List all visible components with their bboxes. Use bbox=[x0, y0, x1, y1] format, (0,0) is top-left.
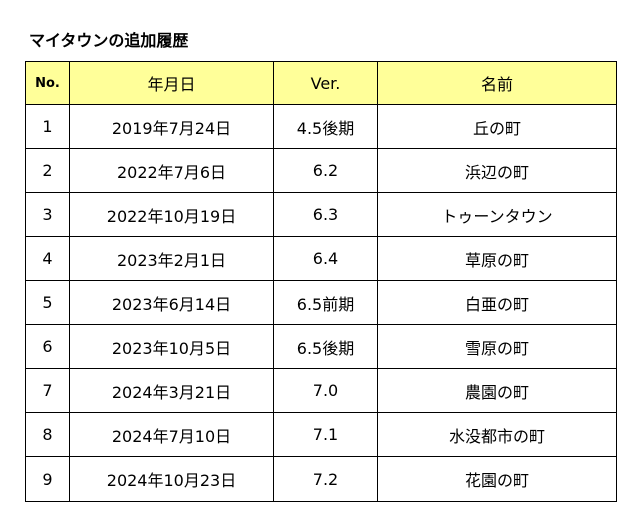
cell-name: 水没都市の町 bbox=[377, 412, 617, 457]
cell-no: 6 bbox=[25, 324, 70, 369]
column-header-version: Ver. bbox=[273, 61, 378, 105]
cell-no: 8 bbox=[25, 412, 70, 457]
cell-version: 6.5前期 bbox=[273, 280, 378, 325]
column-header-no: No. bbox=[25, 61, 70, 105]
table-row: 8 2024年7月10日 7.1 水没都市の町 bbox=[25, 412, 617, 457]
cell-version: 6.3 bbox=[273, 192, 378, 237]
table-row: 1 2019年7月24日 4.5後期 丘の町 bbox=[25, 104, 617, 149]
cell-no: 1 bbox=[25, 104, 70, 149]
cell-date: 2022年7月6日 bbox=[69, 148, 274, 193]
cell-no: 5 bbox=[25, 280, 70, 325]
table-row: 6 2023年10月5日 6.5後期 雪原の町 bbox=[25, 324, 617, 369]
cell-date: 2022年10月19日 bbox=[69, 192, 274, 237]
column-header-date: 年月日 bbox=[69, 61, 274, 105]
cell-no: 9 bbox=[25, 456, 70, 502]
cell-date: 2024年3月21日 bbox=[69, 368, 274, 413]
cell-version: 7.0 bbox=[273, 368, 378, 413]
table-row: 7 2024年3月21日 7.0 農園の町 bbox=[25, 368, 617, 413]
cell-name: 農園の町 bbox=[377, 368, 617, 413]
cell-no: 3 bbox=[25, 192, 70, 237]
cell-version: 7.1 bbox=[273, 412, 378, 457]
table-header: No. 年月日 Ver. 名前 bbox=[25, 61, 617, 105]
cell-date: 2023年2月1日 bbox=[69, 236, 274, 281]
cell-date: 2024年7月10日 bbox=[69, 412, 274, 457]
cell-version: 4.5後期 bbox=[273, 104, 378, 149]
cell-version: 6.4 bbox=[273, 236, 378, 281]
cell-name: トゥーンタウン bbox=[377, 192, 617, 237]
cell-no: 2 bbox=[25, 148, 70, 193]
cell-date: 2024年10月23日 bbox=[69, 456, 274, 502]
cell-name: 草原の町 bbox=[377, 236, 617, 281]
cell-version: 6.2 bbox=[273, 148, 378, 193]
cell-name: 丘の町 bbox=[377, 104, 617, 149]
table-body: 1 2019年7月24日 4.5後期 丘の町 2 2022年7月6日 6.2 浜… bbox=[25, 104, 617, 502]
table-row: 4 2023年2月1日 6.4 草原の町 bbox=[25, 236, 617, 281]
cell-date: 2023年10月5日 bbox=[69, 324, 274, 369]
cell-name: 花園の町 bbox=[377, 456, 617, 502]
cell-name: 白亜の町 bbox=[377, 280, 617, 325]
cell-version: 7.2 bbox=[273, 456, 378, 502]
cell-date: 2023年6月14日 bbox=[69, 280, 274, 325]
cell-name: 浜辺の町 bbox=[377, 148, 617, 193]
town-history-table: No. 年月日 Ver. 名前 1 2019年7月24日 4.5後期 丘の町 2… bbox=[25, 61, 617, 502]
column-header-name: 名前 bbox=[377, 61, 617, 105]
table-row: 5 2023年6月14日 6.5前期 白亜の町 bbox=[25, 280, 617, 325]
cell-no: 4 bbox=[25, 236, 70, 281]
table-row: 9 2024年10月23日 7.2 花園の町 bbox=[25, 456, 617, 502]
cell-date: 2019年7月24日 bbox=[69, 104, 274, 149]
cell-no: 7 bbox=[25, 368, 70, 413]
table-row: 3 2022年10月19日 6.3 トゥーンタウン bbox=[25, 192, 617, 237]
cell-version: 6.5後期 bbox=[273, 324, 378, 369]
page-title: マイタウンの追加履歴 bbox=[29, 31, 189, 50]
header-row: No. 年月日 Ver. 名前 bbox=[25, 61, 617, 105]
table-row: 2 2022年7月6日 6.2 浜辺の町 bbox=[25, 148, 617, 193]
cell-name: 雪原の町 bbox=[377, 324, 617, 369]
